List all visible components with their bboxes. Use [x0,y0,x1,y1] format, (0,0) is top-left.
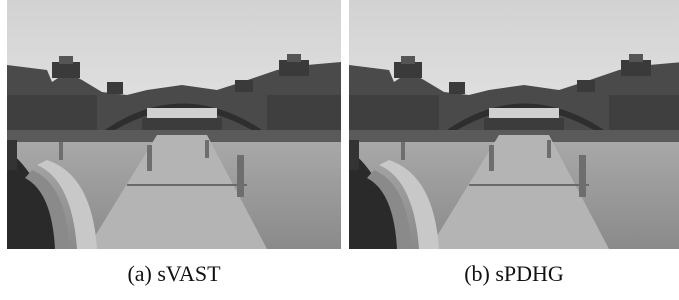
page: (a) sVAST (b) sPDHG (() => { const data … [0,0,679,300]
image-a [7,0,341,249]
caption: (a) sVAST [7,261,341,287]
caption: (b) sPDHG [347,261,679,287]
image-b [349,0,679,249]
figure-images [0,0,679,250]
